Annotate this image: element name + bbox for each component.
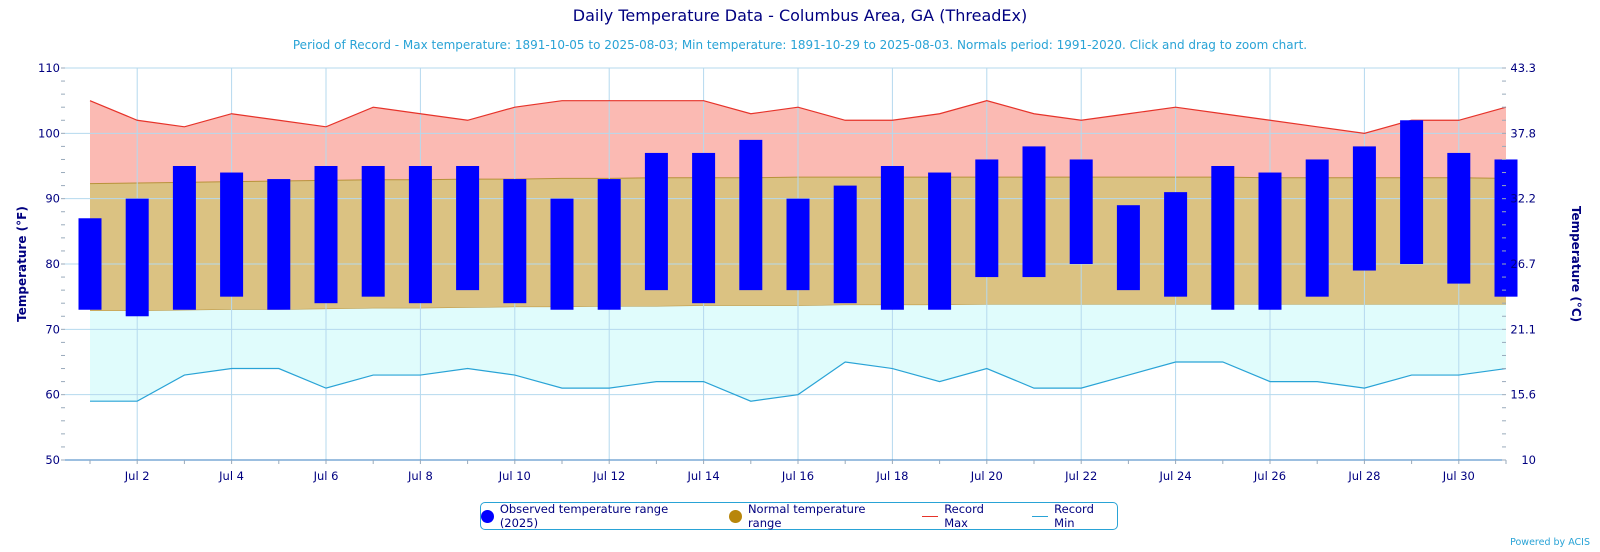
legend-swatch — [922, 515, 939, 517]
observed-range-bar — [597, 179, 621, 310]
observed-range-bar — [880, 166, 904, 310]
x-tick-label: Jul 10 — [498, 469, 531, 483]
legend-item[interactable]: Record Max — [922, 502, 1010, 530]
x-tick-label: Jul 30 — [1442, 469, 1475, 483]
x-tick-label: Jul 16 — [781, 469, 814, 483]
record-lines — [89, 100, 1507, 402]
legend-swatch — [1032, 515, 1049, 517]
y-tick-label-right: 32.2 — [1510, 192, 1536, 206]
y-tick-label-right: 37.8 — [1510, 126, 1536, 140]
legend-item[interactable]: Normal temperature range — [729, 502, 900, 530]
observed-range-bar — [1494, 159, 1518, 297]
y-axis-label-right: Temperature (°C) — [1569, 206, 1583, 322]
legend-swatch — [481, 509, 494, 523]
y-axis-label-left: Temperature (°F) — [15, 206, 29, 322]
x-tick-label: Jul 4 — [218, 469, 244, 483]
observed-range-bar — [503, 179, 527, 304]
observed-range-bar — [408, 166, 432, 304]
observed-range-bar — [1305, 159, 1329, 297]
acis-credit-link[interactable]: Powered by ACIS — [1510, 537, 1590, 548]
record-min-line — [90, 361, 1507, 402]
y-tick-label-left: 60 — [45, 388, 60, 402]
x-tick-label: Jul 18 — [875, 469, 908, 483]
y-tick-label-right: 26.7 — [1510, 257, 1536, 271]
observed-range-bar — [692, 152, 716, 304]
chart-subtitle: Period of Record - Max temperature: 1891… — [292, 38, 1308, 52]
observed-range-bar — [1211, 166, 1235, 310]
observed-range-bar — [1116, 205, 1140, 291]
record-max-line — [89, 100, 1507, 134]
x-tick-label: Jul 22 — [1064, 469, 1097, 483]
observed-range-bar — [220, 172, 244, 297]
observed-range-bar — [786, 198, 810, 291]
y-tick-label-left: 50 — [45, 453, 60, 467]
observed-range-bar — [1352, 146, 1376, 271]
x-tick-label: Jul 28 — [1347, 469, 1380, 483]
observed-range-bar — [1400, 120, 1424, 265]
legend-swatch — [729, 509, 742, 523]
y-tick-label-right: 43.3 — [1510, 61, 1536, 75]
axes: 50 60 70 80 90 100 110 10 15.6 21.1 26.7 32.2 37.8 43… — [15, 61, 1583, 483]
x-tick-label: Jul 6 — [313, 469, 339, 483]
observed-range-bar — [975, 159, 999, 278]
y-tick-label-right: 21.1 — [1510, 322, 1536, 336]
observed-range-bar — [1069, 159, 1093, 264]
y-tick-label-left: 100 — [38, 126, 60, 140]
observed-range-bar — [78, 218, 102, 310]
observed-range-bar — [1258, 172, 1282, 310]
observed-range-bar — [928, 172, 952, 310]
observed-bars — [78, 120, 1518, 317]
observed-range-bar — [550, 198, 574, 310]
chart-legend: Observed temperature range (2025) Normal … — [480, 502, 1118, 530]
x-tick-label: Jul 24 — [1159, 469, 1192, 483]
y-tick-label-left: 70 — [45, 322, 60, 336]
x-tick-label: Jul 26 — [1253, 469, 1286, 483]
y-tick-label-left: 80 — [45, 257, 60, 271]
legend-label: Normal temperature range — [747, 502, 866, 530]
observed-range-bar — [267, 179, 291, 310]
observed-range-bar — [172, 166, 196, 310]
observed-range-bar — [739, 139, 763, 291]
legend-item[interactable]: Record Min — [1032, 502, 1117, 530]
observed-range-bar — [1164, 192, 1188, 297]
observed-range-bar — [1022, 146, 1046, 278]
x-tick-label: Jul 12 — [592, 469, 625, 483]
observed-range-bar — [125, 198, 149, 317]
y-tick-label-right: 10 — [1521, 453, 1536, 467]
observed-range-bar — [361, 166, 385, 297]
x-tick-label: Jul 14 — [687, 469, 720, 483]
y-tick-label-left: 90 — [45, 192, 60, 206]
legend-label: Record Max — [944, 502, 984, 530]
observed-range-bar — [833, 185, 857, 304]
observed-range-bar — [644, 152, 668, 291]
x-tick-label: Jul 20 — [970, 469, 1003, 483]
y-tick-label-left: 110 — [38, 61, 60, 75]
y-tick-label-right: 15.6 — [1510, 388, 1536, 402]
legend-item[interactable]: Observed temperature range (2025) — [481, 502, 707, 530]
observed-range-bar — [1447, 152, 1471, 284]
observed-range-bar — [314, 166, 338, 304]
x-tick-label: Jul 8 — [407, 469, 433, 483]
observed-range-bar — [456, 166, 480, 291]
chart-title: Daily Temperature Data - Columbus Area, … — [572, 6, 1028, 25]
legend-label: Record Min — [1054, 502, 1094, 530]
x-tick-label: Jul 2 — [124, 469, 150, 483]
legend-label: Observed temperature range (2025) — [499, 502, 669, 530]
